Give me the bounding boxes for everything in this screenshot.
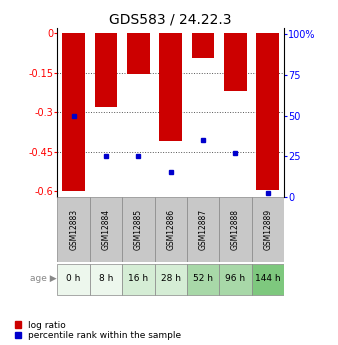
Text: GSM12886: GSM12886 (166, 209, 175, 250)
Bar (90, 197, 122, 262)
Bar (219, 197, 251, 262)
Text: 144 h: 144 h (255, 274, 281, 283)
Legend: log ratio, percentile rank within the sample: log ratio, percentile rank within the sa… (15, 321, 181, 341)
Bar (57, 197, 90, 262)
Bar (187, 197, 219, 262)
Bar (122, 264, 154, 295)
Text: 16 h: 16 h (128, 274, 148, 283)
Text: 28 h: 28 h (161, 274, 181, 283)
Text: GSM12887: GSM12887 (198, 209, 208, 250)
Bar (154, 197, 187, 262)
Bar (95, 33, 117, 107)
Text: 52 h: 52 h (193, 274, 213, 283)
Text: GSM12884: GSM12884 (101, 209, 111, 250)
Bar (187, 264, 219, 295)
Bar (62, 33, 85, 191)
Bar (192, 33, 214, 58)
Bar (57, 264, 90, 295)
Text: 0 h: 0 h (67, 274, 81, 283)
Bar (224, 33, 247, 91)
Text: age ▶: age ▶ (30, 274, 57, 283)
Text: GSM12883: GSM12883 (69, 209, 78, 250)
Bar (251, 197, 284, 262)
Text: GSM12885: GSM12885 (134, 209, 143, 250)
Bar (251, 264, 284, 295)
Bar (90, 264, 122, 295)
Bar (160, 33, 182, 141)
Title: GDS583 / 24.22.3: GDS583 / 24.22.3 (110, 12, 232, 27)
Bar (219, 264, 251, 295)
Text: 96 h: 96 h (225, 274, 245, 283)
Bar (122, 197, 154, 262)
Text: GSM12889: GSM12889 (263, 209, 272, 250)
Bar (127, 33, 150, 74)
Text: 8 h: 8 h (99, 274, 113, 283)
Bar (257, 33, 279, 190)
Text: GSM12888: GSM12888 (231, 209, 240, 250)
Bar (154, 264, 187, 295)
